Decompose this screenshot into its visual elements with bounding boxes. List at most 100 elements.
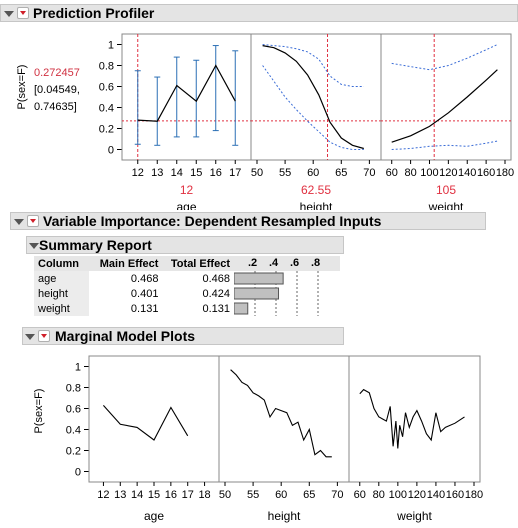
x-tick-label: 12 [132, 167, 144, 179]
variable-importance-header[interactable]: Variable Importance: Dependent Resampled… [10, 212, 486, 230]
confidence-interval-upper: 0.74635] [34, 101, 77, 113]
marginal-line [230, 369, 332, 458]
x-tick-label: 80 [404, 167, 416, 179]
red-triangle-menu-icon[interactable] [38, 330, 50, 342]
x-axis-label: height [300, 200, 333, 210]
x-tick-label: 70 [331, 489, 343, 501]
mean-line [137, 64, 236, 122]
marginal-model-plots-header[interactable]: Marginal Model Plots [22, 327, 344, 345]
x-tick-label: 50 [251, 167, 263, 179]
profiler-panel-frame [250, 33, 382, 161]
lower-ci-line [262, 65, 364, 150]
y-tick-label: 0.2 [99, 124, 114, 136]
importance-bar [233, 302, 249, 315]
x-tick-label: 50 [219, 489, 231, 501]
x-tick-label: 12 [97, 489, 109, 501]
bar-tick-label: .8 [310, 257, 321, 269]
bar-tick-label: .2 [247, 257, 258, 269]
x-tick-label: 17 [229, 167, 241, 179]
disclosure-triangle-icon[interactable] [25, 334, 35, 340]
summary-report-title: Summary Report [39, 237, 152, 253]
x-tick-label: 14 [131, 489, 143, 501]
importance-bar [233, 272, 284, 285]
mean-line [391, 69, 498, 143]
prediction-profiler-chart[interactable]: 0 0.2 0.4 0.6 0.8 1 12 13 14 15 16 17 12 age 50 55 60 65 7… [0, 22, 518, 210]
profiler-panel-frame [121, 33, 252, 161]
bar-tick-label: .4 [268, 257, 279, 269]
y-tick-label: 1 [75, 362, 81, 374]
disclosure-triangle-icon[interactable] [29, 243, 39, 249]
x-tick-label: 60 [275, 489, 287, 501]
total-effect-value: 0.424 [202, 287, 230, 300]
confidence-interval-lower: [0.04549, [34, 84, 80, 96]
marginal-line [359, 388, 465, 449]
marginal-panel-frame [218, 355, 350, 483]
y-tick-label: 0 [108, 145, 114, 157]
mean-line [262, 45, 364, 150]
profiler-title: Prediction Profiler [33, 5, 155, 21]
disclosure-triangle-icon[interactable] [4, 11, 14, 17]
x-tick-label: 16 [165, 489, 177, 501]
y-tick-label: 0.4 [99, 103, 114, 115]
x-tick-label: 140 [458, 167, 476, 179]
x-axis-label: height [268, 509, 301, 523]
marginal-line [102, 405, 189, 441]
total-effect-value: 0.131 [202, 302, 230, 315]
x-tick-label: 15 [190, 167, 202, 179]
summary-report-header[interactable]: Summary Report [26, 236, 344, 254]
y-tick-label: 0.4 [66, 425, 81, 437]
total-effect-header: Total Effect [162, 256, 234, 271]
row-label: weight [34, 301, 90, 316]
red-triangle-menu-icon[interactable] [27, 215, 39, 227]
x-tick-label: 160 [477, 167, 495, 179]
summary-report-table: Column Main Effect Total Effect .2 .4 .6… [34, 256, 340, 316]
current-value-label: 105 [436, 183, 456, 197]
x-tick-label: 60 [386, 167, 398, 179]
x-tick-label: 55 [247, 489, 259, 501]
red-triangle-menu-icon[interactable] [17, 7, 29, 19]
total-effect-value: 0.468 [202, 272, 230, 285]
summary-header-row: Column Main Effect Total Effect .2 .4 .6… [34, 256, 340, 271]
x-tick-label: 13 [151, 167, 163, 179]
predicted-value: 0.272457 [34, 67, 80, 79]
marginal-panel-frame [348, 355, 481, 483]
importance-bars-cell [233, 271, 340, 316]
x-tick-label: 65 [335, 167, 347, 179]
upper-ci-line [262, 44, 364, 87]
x-axis-label: age [144, 509, 164, 523]
current-value-label: 12 [180, 183, 194, 197]
column-header: Column [34, 256, 90, 271]
table-row: age 0.468 0.468 [34, 271, 340, 316]
x-tick-label: 80 [373, 489, 385, 501]
main-effect-value: 0.131 [130, 302, 159, 315]
upper-ci-line [391, 44, 498, 71]
x-tick-label: 160 [446, 489, 464, 501]
profiler-panel-frame [380, 33, 512, 161]
x-tick-label: 15 [148, 489, 160, 501]
disclosure-triangle-icon[interactable] [14, 219, 24, 225]
x-tick-label: 14 [171, 167, 183, 179]
x-tick-label: 65 [303, 489, 315, 501]
prediction-profiler-header[interactable]: Prediction Profiler [0, 4, 518, 22]
bar-tick-label: .6 [289, 257, 300, 269]
x-axis-label: weight [396, 509, 432, 523]
marginal-model-plots-chart: 0 0.2 0.4 0.6 0.8 1 12 13 14 15 16 17 18 age 50 55 60 65 7… [66, 355, 483, 523]
bar-axis-header: .2 .4 .6 .8 [233, 256, 340, 271]
x-tick-label: 18 [198, 489, 210, 501]
x-axis-label: age [176, 200, 196, 210]
x-axis-label: weight [428, 200, 464, 210]
x-tick-label: 180 [465, 489, 483, 501]
main-effect-header: Main Effect [89, 256, 163, 271]
x-tick-label: 55 [279, 167, 291, 179]
lower-ci-line [391, 140, 498, 150]
current-value-label: 62.55 [301, 183, 331, 197]
x-tick-label: 180 [496, 167, 514, 179]
x-tick-label: 100 [389, 489, 407, 501]
row-label: age [34, 271, 90, 286]
marginal-panel-frame [88, 355, 220, 483]
main-effect-value: 0.468 [130, 272, 159, 285]
y-tick-label: 0.8 [99, 61, 114, 73]
y-tick-label: 1 [108, 40, 114, 52]
main-effect-value: 0.401 [130, 287, 159, 300]
importance-bar [233, 287, 280, 300]
